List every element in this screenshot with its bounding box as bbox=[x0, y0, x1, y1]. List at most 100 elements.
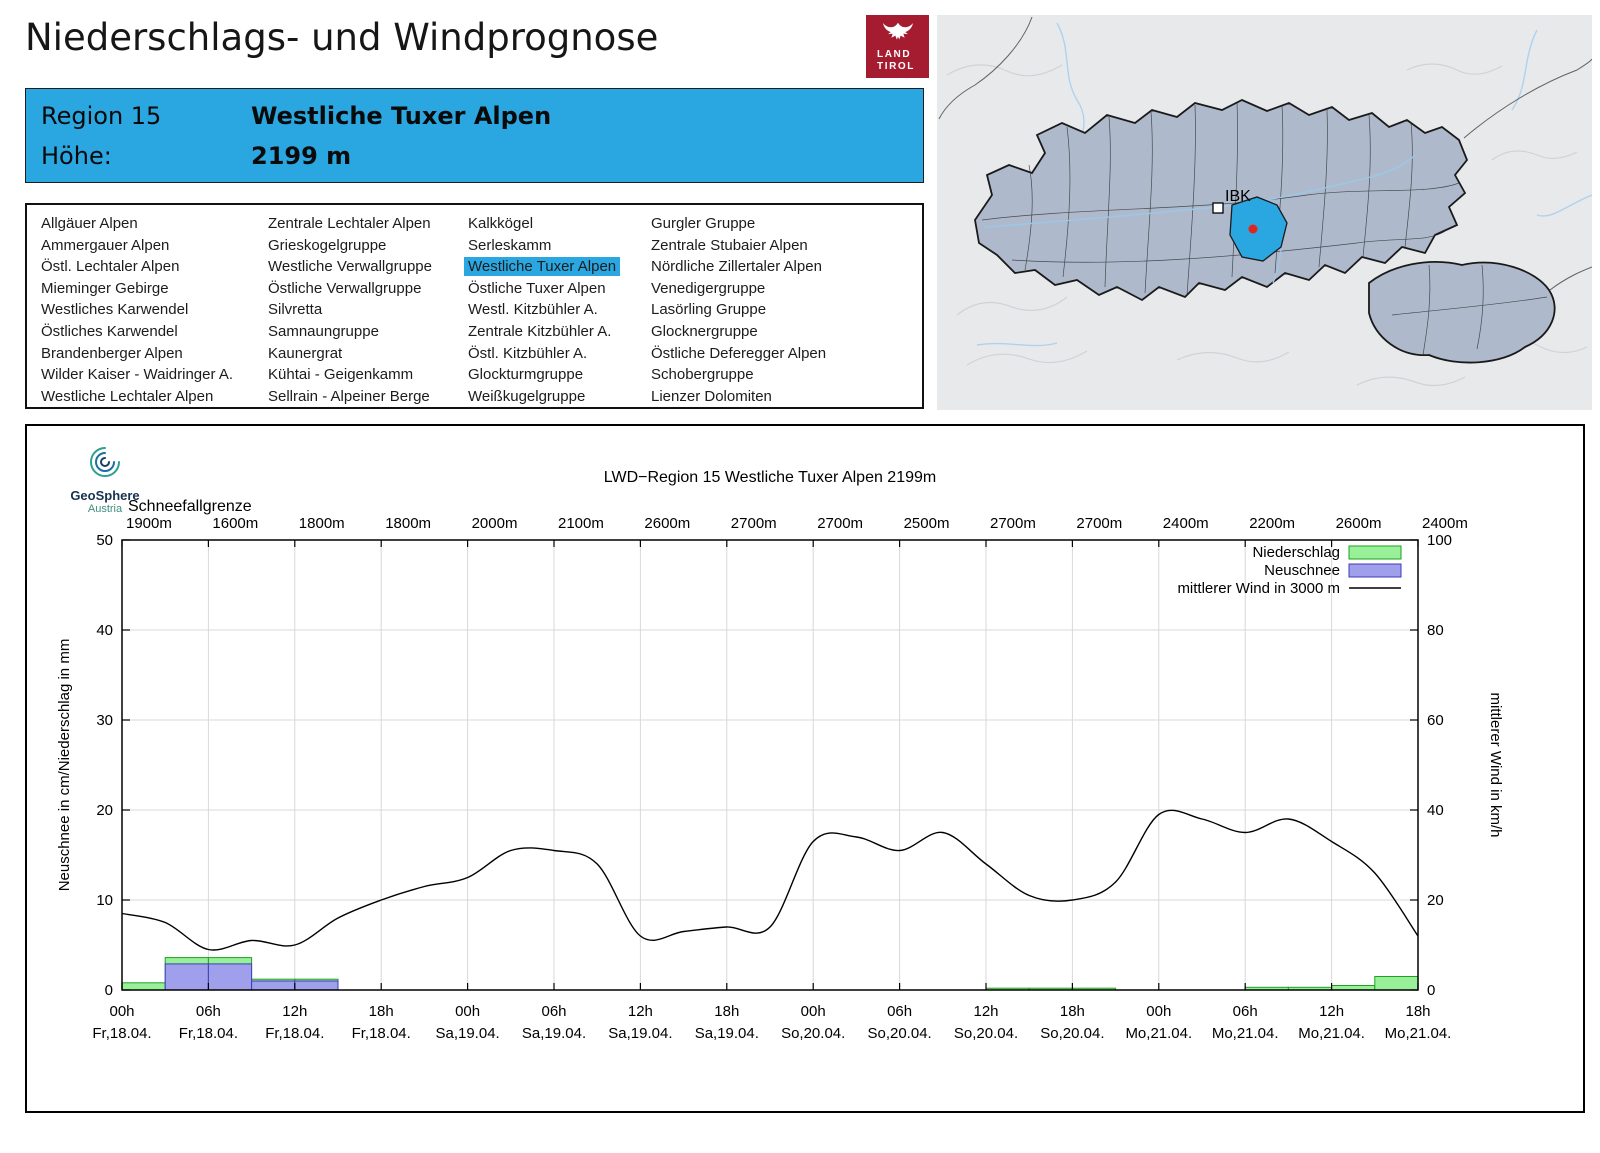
region-list-item[interactable]: Mieminger Gebirge bbox=[37, 278, 264, 300]
region-list-item-selected[interactable]: Westliche Tuxer Alpen bbox=[464, 256, 647, 278]
region-list-item[interactable]: Kaunergrat bbox=[264, 343, 464, 365]
plot-border bbox=[121, 539, 1419, 991]
x-tick-date: So,20.04. bbox=[1040, 1025, 1104, 1042]
x-tick-time: 12h bbox=[973, 1003, 998, 1020]
region-list-item-label: Westliche Verwallgruppe bbox=[268, 258, 432, 276]
subregion-borders bbox=[981, 102, 1460, 296]
logo-line1: LAND bbox=[877, 49, 912, 60]
region-list-item[interactable]: Venedigergruppe bbox=[647, 278, 920, 300]
x-tick-time: 12h bbox=[628, 1003, 653, 1020]
x-tick-date: Fr,18.04. bbox=[92, 1025, 151, 1042]
snowline-value: 2700m bbox=[990, 515, 1036, 532]
region-list-item[interactable]: Glockturmgruppe bbox=[464, 364, 647, 386]
ibk-label: IBK bbox=[1225, 188, 1251, 205]
region-list-item-label: Sellrain - Alpeiner Berge bbox=[268, 387, 430, 405]
snowline-value: 1900m bbox=[126, 515, 172, 532]
x-tick-date: Mo,21.04. bbox=[1298, 1025, 1365, 1042]
region-list-item-label: Venedigergruppe bbox=[651, 279, 766, 297]
logo-line2: TIROL bbox=[877, 60, 915, 72]
region-list-item-label: Silvretta bbox=[268, 301, 323, 319]
region-list-item[interactable]: Zentrale Stubaier Alpen bbox=[647, 235, 920, 257]
region-list-item[interactable]: Östliche Deferegger Alpen bbox=[647, 343, 920, 365]
y-left-tick-label: 20 bbox=[96, 802, 113, 819]
x-tick-time: 00h bbox=[109, 1003, 134, 1020]
region-list-item[interactable]: Östliche Verwallgruppe bbox=[264, 278, 464, 300]
region-list-item-label: Östl. Kitzbühler A. bbox=[468, 344, 588, 362]
region-list-item[interactable]: Allgäuer Alpen bbox=[37, 213, 264, 235]
x-tick-date: Fr,18.04. bbox=[352, 1025, 411, 1042]
region-list-item[interactable]: Östliches Karwendel bbox=[37, 321, 264, 343]
snow-bar bbox=[294, 980, 339, 991]
y-right-tick-label: 40 bbox=[1427, 802, 1444, 819]
region-list-item-label: Östliche Tuxer Alpen bbox=[468, 279, 606, 297]
land-tirol-wordmark: LAND TIROL bbox=[877, 49, 915, 72]
region-list-item[interactable]: Zentrale Lechtaler Alpen bbox=[264, 213, 464, 235]
region-info-box: Region 15 Westliche Tuxer Alpen Höhe: 21… bbox=[25, 88, 924, 183]
region-list-item[interactable]: Weißkugelgruppe bbox=[464, 386, 647, 408]
forecast-chart: LWD−Region 15 Westliche Tuxer Alpen 2199… bbox=[56, 469, 1504, 1042]
region-list-item[interactable]: Ammergauer Alpen bbox=[37, 235, 264, 257]
region-list-item[interactable]: Schobergruppe bbox=[647, 364, 920, 386]
region-list-item[interactable]: Lienzer Dolomiten bbox=[647, 386, 920, 408]
x-tick-date: So,20.04. bbox=[954, 1025, 1018, 1042]
region-list-item-label: Serleskamm bbox=[468, 236, 552, 254]
map-north-tirol[interactable] bbox=[974, 99, 1469, 302]
region-list-item[interactable]: Nördliche Zillertaler Alpen bbox=[647, 256, 920, 278]
region-list-item[interactable]: Serleskamm bbox=[464, 235, 647, 257]
region-list-item[interactable]: Lasörling Gruppe bbox=[647, 299, 920, 321]
snowline-value: 2400m bbox=[1163, 515, 1209, 532]
region-list-item[interactable]: Kalkkögel bbox=[464, 213, 647, 235]
region-list-item-label: Schobergruppe bbox=[651, 366, 754, 384]
snowline-value: 2400m bbox=[1422, 515, 1468, 532]
map-selected-region[interactable] bbox=[1229, 196, 1288, 262]
geosphere-name: GeoSphere bbox=[70, 488, 140, 503]
x-tick-date: Sa,19.04. bbox=[608, 1025, 672, 1042]
region-list-item-label: Kühtai - Geigenkamm bbox=[268, 366, 414, 384]
region-list-item[interactable]: Westliches Karwendel bbox=[37, 299, 264, 321]
x-tick-date: Fr,18.04. bbox=[265, 1025, 324, 1042]
region-list-item[interactable]: Östl. Kitzbühler A. bbox=[464, 343, 647, 365]
x-tick-time: 12h bbox=[282, 1003, 307, 1020]
region-list-item-label: Zentrale Lechtaler Alpen bbox=[268, 215, 431, 232]
x-tick-time: 06h bbox=[887, 1003, 912, 1020]
region-list-item[interactable]: Brandenberger Alpen bbox=[37, 343, 264, 365]
region-list-item-label: Samnaungruppe bbox=[268, 322, 379, 340]
y-right-tick-label: 20 bbox=[1427, 892, 1444, 909]
region-list-item-label: Westliches Karwendel bbox=[41, 301, 189, 319]
map-canvas: IBK bbox=[937, 15, 1593, 410]
station-marker-dot bbox=[1248, 224, 1258, 234]
snowline-value: 2700m bbox=[817, 515, 863, 532]
x-tick-date: Mo,21.04. bbox=[1212, 1025, 1279, 1042]
geosphere-sub: Austria bbox=[87, 503, 123, 515]
x-tick-time: 06h bbox=[1233, 1003, 1258, 1020]
legend-swatch bbox=[1348, 545, 1402, 560]
x-tick-date: Sa,19.04. bbox=[695, 1025, 759, 1042]
region-list-item[interactable]: Westl. Kitzbühler A. bbox=[464, 299, 647, 321]
region-list-item[interactable]: Gurgler Gruppe bbox=[647, 213, 920, 235]
legend-label: mittlerer Wind in 3000 m bbox=[1177, 580, 1340, 597]
page-title: Niederschlags- und Windprognose bbox=[25, 16, 659, 59]
region-list-item[interactable]: Samnaungruppe bbox=[264, 321, 464, 343]
region-list-item[interactable]: Grieskogelgruppe bbox=[264, 235, 464, 257]
snowline-value: 2000m bbox=[472, 515, 518, 532]
x-tick-time: 00h bbox=[455, 1003, 480, 1020]
x-tick-time: 00h bbox=[1146, 1003, 1171, 1020]
region-list-item[interactable]: Sellrain - Alpeiner Berge bbox=[264, 386, 464, 408]
terrain-ridges bbox=[946, 63, 1588, 387]
snowline-value: 2600m bbox=[1336, 515, 1382, 532]
region-list-item[interactable]: Kühtai - Geigenkamm bbox=[264, 364, 464, 386]
region-list-item[interactable]: Östl. Lechtaler Alpen bbox=[37, 256, 264, 278]
y-right-tick-label: 60 bbox=[1427, 712, 1444, 729]
region-list-item[interactable]: Glocknergruppe bbox=[647, 321, 920, 343]
x-tick-date: Sa,19.04. bbox=[435, 1025, 499, 1042]
region-list-item[interactable]: Silvretta bbox=[264, 299, 464, 321]
region-list-item[interactable]: Östliche Tuxer Alpen bbox=[464, 278, 647, 300]
region-list-item[interactable]: Wilder Kaiser - Waidringer A. bbox=[37, 364, 264, 386]
region-list-item-label: Allgäuer Alpen bbox=[41, 215, 138, 232]
region-list-item[interactable]: Westliche Lechtaler Alpen bbox=[37, 386, 264, 408]
tirol-region-map[interactable]: IBK bbox=[937, 15, 1593, 410]
chart-panel: GeoSphere Austria LWD−Region 15 Westlich… bbox=[25, 424, 1585, 1113]
region-list-item[interactable]: Zentrale Kitzbühler A. bbox=[464, 321, 647, 343]
map-east-tirol[interactable] bbox=[1368, 261, 1556, 364]
region-list-item[interactable]: Westliche Verwallgruppe bbox=[264, 256, 464, 278]
